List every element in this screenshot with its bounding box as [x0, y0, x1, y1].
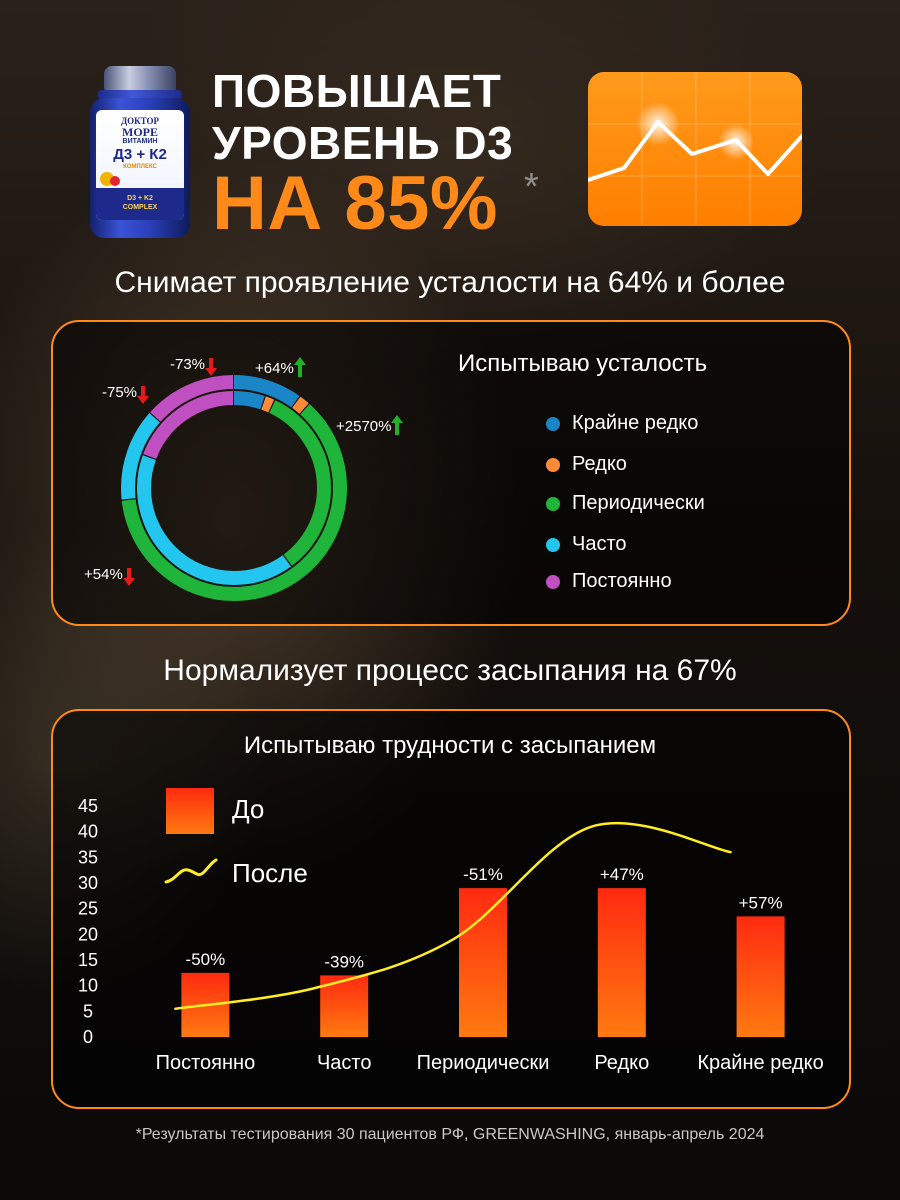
- bar-4: [736, 916, 785, 1037]
- bottle-brand-line2: МОРЕ: [122, 125, 158, 139]
- down-arrow-icon: [205, 358, 218, 376]
- headline-asterisk: *: [524, 166, 539, 208]
- y-tick-label: 10: [78, 976, 98, 996]
- bar-data-label: +57%: [739, 893, 783, 912]
- legend-dot-icon: [546, 416, 560, 431]
- bottle-label: ДОКТОР МОРЕ ВИТАМИН Д3 + К2 КОМПЛЕКС D3 …: [96, 110, 184, 220]
- y-tick-label: 20: [78, 924, 98, 944]
- legend-dot-icon: [546, 457, 560, 472]
- bar-3: [597, 888, 646, 1037]
- donut-slice-outer-3: [121, 375, 347, 601]
- legend-dot-icon: [546, 496, 560, 511]
- legend-line-swatch-icon: [164, 858, 218, 884]
- bar-data-label: -51%: [463, 865, 503, 884]
- down-arrow-icon: [137, 386, 150, 404]
- y-tick-label: 45: [78, 796, 98, 816]
- legend-item: Часто: [546, 533, 627, 556]
- bottle-sub-line1: D3 + K2: [127, 195, 153, 202]
- donut-slice-inner-3: [137, 391, 331, 585]
- bottle-vitamin: ВИТАМИН: [122, 138, 158, 145]
- donut-change-label: -75%: [102, 384, 150, 404]
- bottle-brand-line1: ДОКТОР: [120, 116, 160, 126]
- donut-change-label: +64%: [255, 357, 306, 377]
- donut-slice-outer-0: [121, 375, 347, 601]
- legend-label: Часто: [572, 533, 627, 555]
- donut-change-text: +2570%: [336, 418, 392, 435]
- legend-label: Крайне редко: [572, 412, 699, 434]
- fatigue-chart-heading: Испытываю усталость: [458, 350, 708, 377]
- product-bottle: ДОКТОР МОРЕ ВИТАМИН Д3 + К2 КОМПЛЕКС D3 …: [90, 66, 190, 238]
- bottle-label-band: [96, 188, 184, 220]
- x-category-label: Крайне редко: [697, 1052, 823, 1074]
- bottle-sub-line2: COMPLEX: [122, 204, 158, 211]
- legend-item: Периодически: [546, 492, 705, 515]
- donut-change-text: +64%: [255, 360, 294, 377]
- headline-line-3: НА 85%: [212, 161, 498, 246]
- y-tick-label: 35: [78, 847, 98, 867]
- donut-slice-outer-2: [121, 375, 347, 601]
- bottle-k-badge: [110, 176, 120, 186]
- bar-data-label: -50%: [186, 950, 226, 969]
- donut-change-label: -73%: [170, 356, 218, 376]
- headline-line-1: ПОВЫШАЕТ: [212, 65, 502, 117]
- x-category-label: Постоянно: [156, 1052, 256, 1074]
- donut-change-label: +2570%: [336, 415, 404, 435]
- donut-slice-inner-2: [137, 391, 331, 585]
- bar-data-label: -39%: [324, 952, 364, 971]
- footnote: *Результаты тестирования 30 пациентов РФ…: [135, 1126, 765, 1143]
- trend-line-icon: [588, 72, 802, 226]
- bottle-cap: [104, 66, 176, 92]
- legend-label: Периодически: [572, 492, 705, 514]
- after-line-series: [174, 821, 732, 1011]
- y-tick-label: 30: [78, 873, 98, 893]
- donut-change-text: -75%: [102, 384, 138, 401]
- donut-slice-inner-0: [137, 391, 331, 585]
- y-tick-label: 40: [78, 822, 98, 842]
- y-tick-label: 0: [83, 1027, 93, 1047]
- bottle-brand: ДОКТОР МОРЕ: [96, 116, 184, 139]
- up-arrow-icon: [391, 415, 404, 435]
- legend-after-label: После: [232, 858, 308, 888]
- fatigue-section-title: Снимает проявление усталости на 64% и бо…: [114, 266, 786, 299]
- sleep-chart-heading: Испытываю трудности с засыпанием: [243, 732, 657, 759]
- fatigue-donut-chart: [121, 375, 347, 601]
- legend-label: Редко: [572, 453, 627, 475]
- y-tick-label: 15: [78, 950, 98, 970]
- legend-dot-icon: [546, 574, 560, 589]
- trend-tile: [588, 72, 802, 226]
- bar-data-label: +47%: [600, 865, 644, 884]
- up-arrow-icon: [293, 357, 306, 377]
- sleep-bar-chart: 0 5 10 15 20 25 30 35 40 45 -50% Постоянно -39% Часто…: [78, 796, 824, 1074]
- bottle-product-name: Д3 + К2: [113, 146, 167, 163]
- y-tick-label: 5: [83, 1001, 93, 1021]
- x-category-label: Периодически: [417, 1052, 550, 1074]
- bottle-subtitle: D3 + K2 COMPLEX: [96, 194, 184, 212]
- bottle-neck: [98, 90, 182, 100]
- legend-item: Редко: [546, 453, 627, 476]
- x-category-label: Часто: [317, 1052, 372, 1074]
- bottle-kind: КОМПЛЕКС: [123, 164, 157, 170]
- legend-before-label: До: [232, 794, 265, 824]
- fatigue-panel: [51, 320, 851, 626]
- donut-change-text: +54%: [84, 566, 123, 583]
- legend-bar-swatch-icon: [166, 788, 214, 834]
- sleep-panel: [51, 709, 851, 1109]
- legend-item: Крайне редко: [546, 412, 698, 435]
- down-arrow-icon: [122, 568, 135, 586]
- y-tick-label: 25: [78, 899, 98, 919]
- legend-dot-icon: [546, 537, 560, 552]
- donut-change-label: +54%: [84, 566, 135, 586]
- headline-line-2: УРОВЕНЬ D3: [212, 117, 514, 169]
- legend-label: Постоянно: [572, 570, 672, 592]
- legend-item: Постоянно: [546, 570, 672, 593]
- donut-change-text: -73%: [170, 356, 206, 373]
- sleep-section-title: Нормализует процесс засыпания на 67%: [163, 654, 737, 687]
- x-category-label: Редко: [594, 1052, 649, 1074]
- bar-2: [459, 888, 507, 1037]
